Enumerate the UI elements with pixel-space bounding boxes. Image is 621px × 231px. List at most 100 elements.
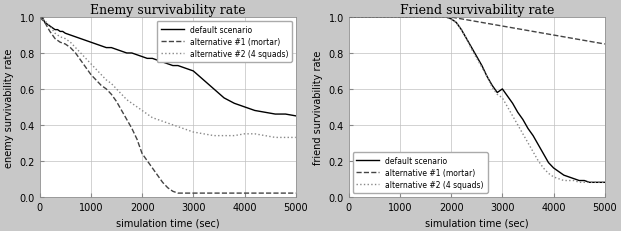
alternative #1 (mortar)	[241, 192, 248, 195]
default scenario	[565, 176, 573, 179]
alternative #2 (4 squads)	[169, 124, 176, 127]
alternative #1 (mortar)	[261, 192, 269, 195]
alternative #2 (4 squads)	[483, 76, 491, 78]
alternative #2 (4 squads)	[57, 36, 64, 39]
default scenario	[586, 181, 593, 184]
alternative #2 (4 squads)	[189, 131, 197, 134]
alternative #2 (4 squads)	[371, 17, 378, 19]
default scenario	[138, 56, 146, 59]
alternative #2 (4 squads)	[87, 63, 94, 66]
alternative #2 (4 squads)	[422, 17, 429, 19]
default scenario	[179, 67, 187, 70]
default scenario	[241, 106, 248, 109]
default scenario	[463, 38, 470, 41]
default scenario	[483, 76, 491, 78]
alternative #1 (mortar)	[488, 24, 496, 27]
alternative #2 (4 squads)	[565, 179, 573, 182]
alternative #1 (mortar)	[82, 67, 89, 70]
alternative #2 (4 squads)	[535, 160, 542, 162]
default scenario	[509, 102, 516, 105]
default scenario	[570, 178, 578, 180]
alternative #2 (4 squads)	[154, 119, 161, 121]
default scenario	[184, 68, 192, 71]
alternative #2 (4 squads)	[200, 133, 207, 136]
default scenario	[591, 181, 598, 184]
alternative #2 (4 squads)	[519, 133, 527, 136]
alternative #1 (mortar)	[134, 138, 141, 141]
alternative #2 (4 squads)	[473, 58, 481, 61]
alternative #2 (4 squads)	[499, 97, 506, 100]
default scenario	[524, 128, 532, 130]
alternative #1 (mortar)	[102, 88, 110, 91]
alternative #2 (4 squads)	[540, 167, 547, 170]
alternative #1 (mortar)	[519, 29, 527, 32]
alternative #2 (4 squads)	[292, 137, 299, 139]
alternative #2 (4 squads)	[282, 137, 289, 139]
alternative #1 (mortar)	[463, 19, 470, 22]
default scenario	[159, 61, 166, 64]
Line: alternative #1 (mortar): alternative #1 (mortar)	[40, 18, 296, 193]
Legend: default scenario, alternative #1 (mortar), alternative #2 (4 squads): default scenario, alternative #1 (mortar…	[353, 152, 487, 193]
default scenario	[39, 17, 46, 19]
alternative #1 (mortar)	[535, 32, 542, 35]
default scenario	[422, 17, 429, 19]
alternative #1 (mortar)	[184, 192, 192, 195]
default scenario	[458, 29, 465, 32]
alternative #2 (4 squads)	[488, 86, 496, 89]
alternative #2 (4 squads)	[570, 179, 578, 182]
default scenario	[261, 111, 269, 114]
Title: Enemy survivability rate: Enemy survivability rate	[90, 4, 245, 17]
alternative #1 (mortar)	[292, 192, 299, 195]
default scenario	[282, 113, 289, 116]
alternative #1 (mortar)	[93, 79, 100, 82]
default scenario	[57, 31, 64, 34]
alternative #2 (4 squads)	[66, 42, 74, 44]
default scenario	[396, 17, 404, 19]
default scenario	[102, 47, 110, 50]
default scenario	[494, 92, 501, 94]
default scenario	[576, 179, 583, 182]
alternative #2 (4 squads)	[396, 17, 404, 19]
alternative #2 (4 squads)	[107, 83, 115, 85]
alternative #1 (mortar)	[57, 42, 64, 44]
default scenario	[473, 56, 481, 59]
default scenario	[499, 88, 506, 91]
Y-axis label: friend survivability rate: friend survivability rate	[313, 50, 323, 164]
default scenario	[596, 181, 604, 184]
default scenario	[49, 27, 57, 30]
alternative #1 (mortar)	[442, 17, 450, 19]
alternative #1 (mortar)	[271, 192, 279, 195]
alternative #1 (mortar)	[591, 42, 598, 44]
alternative #2 (4 squads)	[82, 58, 89, 61]
default scenario	[72, 36, 79, 39]
alternative #2 (4 squads)	[576, 181, 583, 184]
alternative #2 (4 squads)	[123, 99, 130, 102]
default scenario	[345, 17, 353, 19]
alternative #1 (mortar)	[565, 37, 573, 40]
alternative #2 (4 squads)	[210, 135, 217, 137]
default scenario	[189, 70, 197, 73]
alternative #1 (mortar)	[499, 26, 506, 28]
default scenario	[107, 47, 115, 50]
alternative #2 (4 squads)	[478, 67, 486, 70]
alternative #1 (mortar)	[164, 186, 171, 189]
alternative #1 (mortar)	[179, 192, 187, 195]
alternative #2 (4 squads)	[220, 135, 228, 137]
alternative #1 (mortar)	[107, 94, 115, 96]
alternative #2 (4 squads)	[345, 17, 353, 19]
alternative #1 (mortar)	[87, 74, 94, 77]
default scenario	[93, 43, 100, 46]
default scenario	[545, 161, 552, 164]
alternative #2 (4 squads)	[175, 126, 182, 128]
default scenario	[529, 135, 537, 137]
alternative #1 (mortar)	[550, 34, 557, 37]
alternative #1 (mortar)	[504, 26, 511, 29]
alternative #2 (4 squads)	[118, 94, 125, 96]
alternative #2 (4 squads)	[504, 106, 511, 109]
alternative #2 (4 squads)	[61, 38, 69, 41]
alternative #2 (4 squads)	[134, 106, 141, 109]
alternative #2 (4 squads)	[494, 94, 501, 96]
default scenario	[468, 47, 475, 50]
default scenario	[134, 54, 141, 57]
alternative #1 (mortar)	[447, 17, 455, 19]
